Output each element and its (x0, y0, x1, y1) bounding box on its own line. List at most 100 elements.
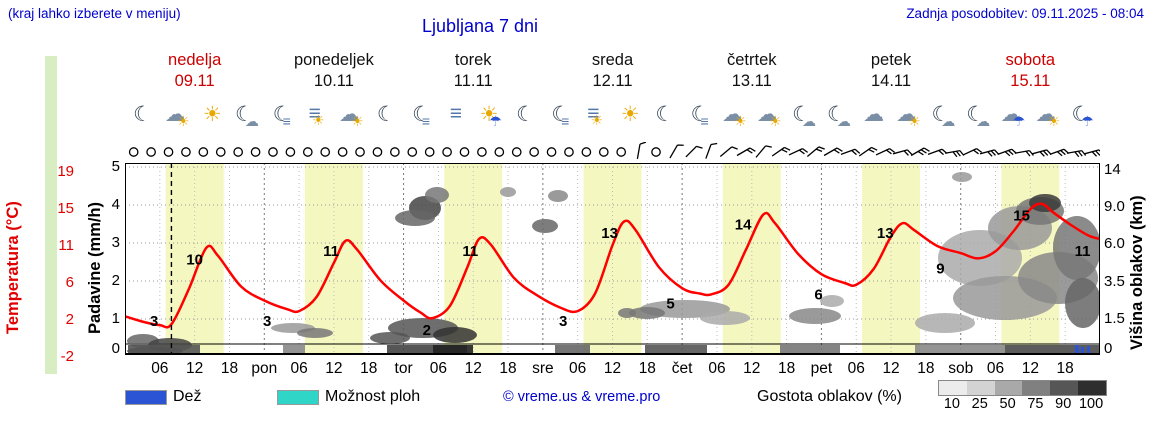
temperature-value-label: 11 (462, 243, 478, 260)
calm-wind-icon (477, 147, 487, 157)
weather-icon-cloud: ☁ (856, 102, 891, 127)
density-scale-segment (939, 381, 967, 395)
x-tick-hour: 06 (151, 360, 169, 377)
wind-barb-icon (1066, 149, 1087, 158)
cloud-icon: ☁ (339, 103, 361, 126)
cloud-blob (789, 308, 841, 324)
x-tick-hour: 06 (847, 360, 865, 377)
density-scale-segment (1050, 381, 1079, 395)
density-scale-label: 100 (1078, 396, 1104, 412)
day-header-četrtek: četrtek 13.11 (682, 50, 821, 94)
weather-icon-moon-rain: ☾☂ (1065, 102, 1100, 129)
page-title: Ljubljana 7 dni (421, 16, 539, 36)
weather-icon-moon-fog: ☾≡ (682, 102, 717, 129)
density-scale-segment (994, 381, 1023, 395)
x-tick-hour: 12 (603, 360, 622, 377)
wind-barb-icon (927, 148, 948, 156)
cloud-icon: ☁ (757, 103, 778, 126)
x-tick-hour: 18 (360, 360, 378, 377)
moon-icon: ☾ (516, 103, 535, 126)
density-scale-label: 25 (971, 396, 988, 412)
sun-icon: ☀ (351, 113, 364, 129)
cloud-icon: ☁ (802, 113, 816, 129)
weather-icon-moon-cloud: ☾☁ (787, 102, 822, 129)
wind-barb-icon (636, 142, 647, 160)
temp-tick: 11 (58, 237, 74, 254)
showers-legend-label: Možnost ploh (325, 388, 421, 405)
calm-wind-icon (616, 147, 627, 157)
cloud-blob (952, 172, 972, 182)
cloud-blob (395, 210, 435, 226)
day-name: ponedeljek (294, 51, 374, 69)
x-tick-day-sre: sre (532, 360, 554, 377)
day-name: torek (454, 51, 492, 69)
calm-wind-icon (442, 147, 452, 157)
copyright-link[interactable]: © vreme.us & vreme.pro (503, 389, 661, 405)
day-date: 14.11 (871, 72, 912, 90)
x-tick-hour: 18 (777, 360, 796, 377)
x-tick-day-pon: pon (251, 360, 278, 377)
moon-icon: ☾ (792, 103, 811, 126)
temp-tick: 15 (57, 200, 74, 217)
cloud-icon: ☁ (1000, 103, 1022, 126)
sun-icon: ☀ (734, 113, 747, 129)
cloud-icon: ☁ (1035, 103, 1057, 126)
ground-fog-strip (1005, 345, 1100, 353)
calm-wind-icon (337, 147, 348, 157)
calm-wind-icon (407, 147, 418, 157)
density-scale-label: 50 (999, 396, 1016, 412)
precip-tick: 3 (111, 234, 120, 251)
weather-icon-moon: ☾ (369, 102, 404, 127)
wind-barb-icon (669, 144, 684, 159)
x-tick-hour: 18 (499, 360, 517, 377)
ground-fog-strip (387, 345, 467, 353)
right-tick: 9.0 (1104, 198, 1125, 215)
precip-tick: 5 (111, 158, 120, 175)
weather-icon-cloud-sun: ☁☀ (752, 102, 787, 129)
wind-barb-icon (1032, 149, 1052, 157)
x-tick-hour: 06 (429, 360, 448, 377)
moon-icon: ☾ (376, 103, 396, 126)
precip-tick: 2 (111, 272, 120, 289)
calm-wind-icon (598, 147, 609, 157)
day-name: nedelja (168, 51, 222, 69)
calm-wind-icon (268, 147, 278, 157)
ground-fog-strip (780, 345, 840, 353)
wind-barb-icon (771, 146, 791, 157)
cloud-icon: ☁ (976, 113, 991, 129)
day-header-petek: petek 14.11 (821, 50, 960, 94)
wind-barb-icon (736, 147, 756, 157)
right-tick: 1.5 (1104, 310, 1125, 327)
cloud-icon: ☁ (941, 113, 956, 129)
day-date: 11.11 (453, 72, 493, 90)
cloud-icon: ☁ (244, 113, 259, 129)
ground-fog-strip (645, 345, 707, 353)
day-date: 13.11 (731, 72, 772, 90)
calm-wind-icon (163, 147, 174, 157)
moon-icon: ☾ (133, 103, 152, 126)
precip-tick: 0 (111, 340, 120, 357)
density-scale-label: 10 (943, 396, 960, 412)
weather-icon-cloud-rain: ☁☂ (996, 102, 1031, 129)
weather-icon-cloud-sun: ☁☀ (717, 102, 752, 129)
temperature-value-label: 3 (263, 313, 271, 330)
menu-hint: (kraj lahko izberete v meniju) (8, 6, 181, 21)
x-tick-hour: 18 (917, 360, 935, 377)
rain-legend-swatch (125, 390, 167, 405)
day-date: 09.11 (174, 72, 215, 90)
wind-barb-icon (997, 148, 1017, 157)
wind-barb-icon (979, 149, 1000, 157)
rain-icon: ☂ (1012, 113, 1026, 129)
calm-wind-icon (285, 147, 296, 157)
weather-icon-sun-rain: ☀☂ (473, 102, 508, 129)
x-tick-day-tor: tor (394, 360, 413, 377)
ground-fog-strip (283, 345, 305, 353)
wind-barb-icon (788, 148, 808, 156)
wind-barb-icon (755, 145, 772, 158)
moon-icon: ☾ (690, 103, 710, 126)
temperature-value-label: 9 (936, 260, 944, 277)
x-tick-hour: 18 (220, 360, 239, 377)
cloud-blob (425, 187, 449, 203)
weather-icon-moon: ☾ (647, 102, 682, 127)
x-tick-hour: 12 (882, 360, 900, 377)
